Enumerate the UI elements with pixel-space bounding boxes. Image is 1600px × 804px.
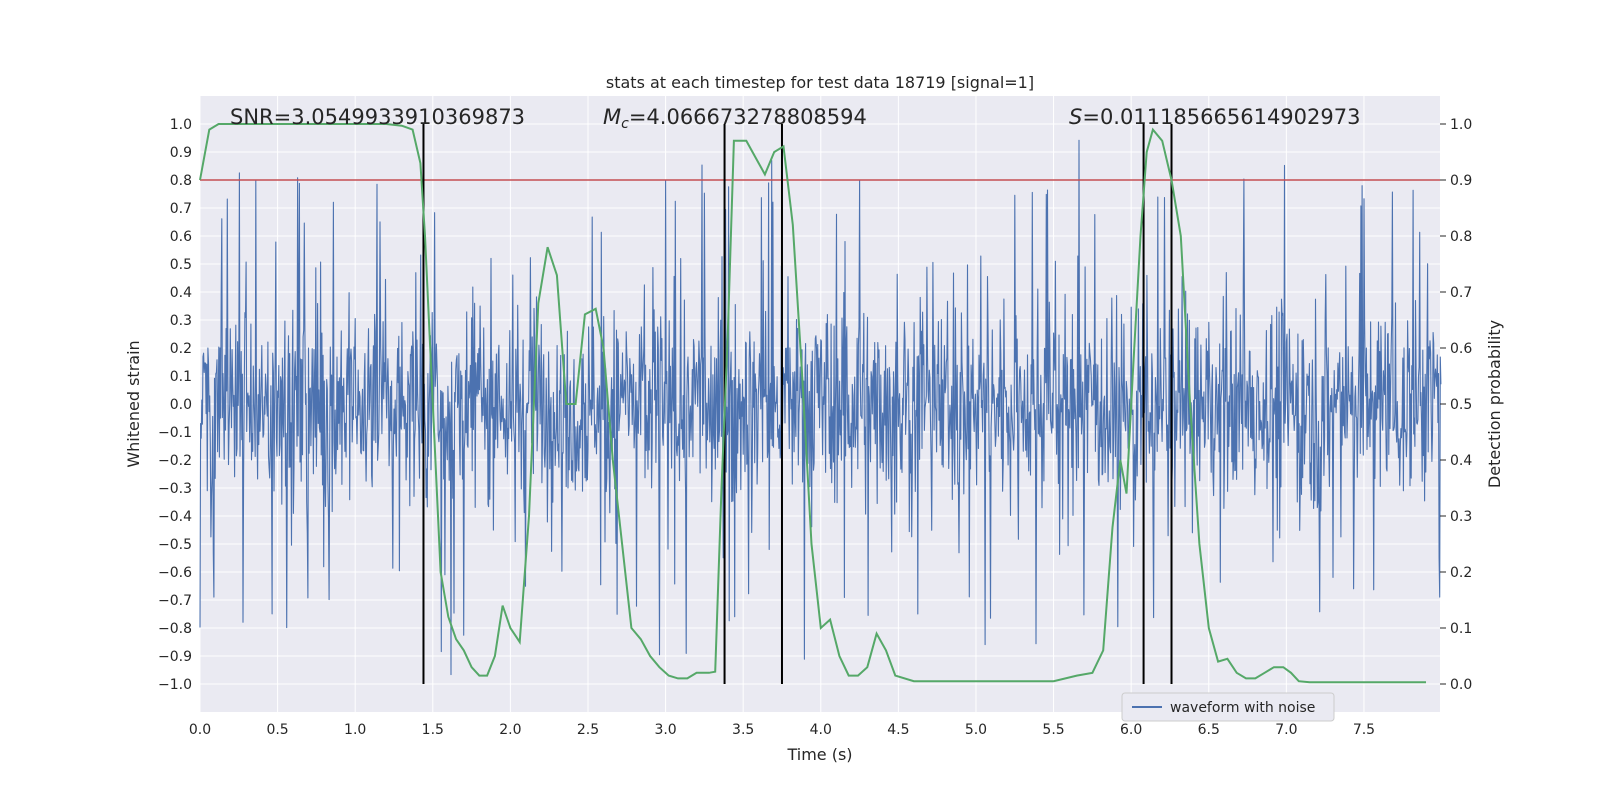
y-tick-label-12: −0.2 bbox=[158, 453, 192, 469]
chirp-mass-subscript: c bbox=[621, 116, 629, 132]
legend-box bbox=[1121, 692, 1335, 722]
y2-tick-label-2: 0.8 bbox=[1450, 229, 1472, 245]
x-tick-label-13: 6.5 bbox=[1198, 722, 1220, 738]
x-tick-label-11: 5.5 bbox=[1042, 722, 1064, 738]
x-tick-label-3: 1.5 bbox=[422, 722, 444, 738]
x-axis-label: Time (s) bbox=[786, 745, 852, 764]
y2-tick-label-4: 0.6 bbox=[1450, 341, 1472, 357]
s-statistic-value: =0.011185665614902973 bbox=[1082, 105, 1360, 129]
x-tick-label-7: 3.5 bbox=[732, 722, 754, 738]
chirp-mass-annotation: Mc=4.066673278808594 bbox=[603, 105, 867, 132]
y-axis-right: 1.0 0.9 0.8 0.7 0.6 0.5 0.4 0.3 0.2 0.1 0.0 bbox=[1440, 117, 1472, 693]
waveform-line bbox=[199, 139, 1442, 676]
x-tick-label-5: 2.5 bbox=[577, 722, 599, 738]
legend: waveform with noise bbox=[1121, 692, 1335, 722]
y2-tick-label-3: 0.7 bbox=[1450, 285, 1472, 301]
y-tick-label-8: 0.2 bbox=[170, 341, 192, 357]
y-tick-label-16: −0.6 bbox=[158, 565, 192, 581]
probability-line bbox=[199, 123, 1426, 684]
y-tick-label-7: 0.3 bbox=[170, 313, 192, 329]
s-statistic-symbol: S bbox=[1069, 105, 1082, 129]
probability-series bbox=[199, 123, 1426, 684]
x-tick-label-4: 2.0 bbox=[499, 722, 521, 738]
chart-title: stats at each timestep for test data 187… bbox=[606, 73, 1034, 92]
y2-tick-label-1: 0.9 bbox=[1450, 173, 1472, 189]
y-tick-label-0: 1.0 bbox=[170, 117, 192, 133]
y-tick-label-2: 0.8 bbox=[170, 173, 192, 189]
chirp-mass-value: =4.066673278808594 bbox=[629, 105, 867, 129]
y-tick-label-19: −0.9 bbox=[158, 649, 192, 665]
snr-annotation: SNR=3.0549933910369873 bbox=[230, 105, 525, 129]
y-tick-label-11: −0.1 bbox=[158, 425, 192, 441]
x-tick-label-9: 4.5 bbox=[887, 722, 909, 738]
y-tick-label-17: −0.7 bbox=[158, 593, 192, 609]
y-tick-label-13: −0.3 bbox=[158, 481, 192, 497]
y2-tick-label-5: 0.5 bbox=[1450, 397, 1472, 413]
s-statistic-annotation: S=0.011185665614902973 bbox=[1069, 105, 1360, 129]
y-tick-label-3: 0.7 bbox=[170, 201, 192, 217]
y-tick-label-5: 0.5 bbox=[170, 257, 192, 273]
y2-axis-label: Detection probability bbox=[1485, 320, 1504, 488]
y-tick-label-1: 0.9 bbox=[170, 145, 192, 161]
x-axis: 0.0 0.5 1.0 1.5 2.0 2.5 3.0 3.5 4.0 4.5 5.0 5.5 6.0 6… bbox=[189, 722, 1375, 738]
y2-tick-label-9: 0.1 bbox=[1450, 621, 1472, 637]
y-tick-label-15: −0.5 bbox=[158, 537, 192, 553]
y2-tick-label-6: 0.4 bbox=[1450, 453, 1472, 469]
waveform-series bbox=[199, 139, 1442, 676]
x-tick-label-0: 0.0 bbox=[189, 722, 211, 738]
x-tick-label-12: 6.0 bbox=[1120, 722, 1142, 738]
legend-waveform-label: waveform with noise bbox=[1170, 700, 1315, 716]
x-tick-label-2: 1.0 bbox=[344, 722, 366, 738]
x-tick-label-6: 3.0 bbox=[654, 722, 676, 738]
x-tick-label-1: 0.5 bbox=[266, 722, 288, 738]
x-tick-label-8: 4.0 bbox=[810, 722, 832, 738]
y2-tick-label-10: 0.0 bbox=[1450, 677, 1472, 693]
y2-tick-label-0: 1.0 bbox=[1450, 117, 1472, 133]
y-tick-label-6: 0.4 bbox=[170, 285, 192, 301]
y-axis-left: 1.0 0.9 0.8 0.7 0.6 0.5 0.4 0.3 0.2 0.1 0.0 −0.1 −0.… bbox=[158, 117, 192, 693]
chirp-mass-symbol: M bbox=[603, 105, 621, 129]
y-tick-label-14: −0.4 bbox=[158, 509, 192, 525]
y2-tick-label-8: 0.2 bbox=[1450, 565, 1472, 581]
x-tick-label-14: 7.0 bbox=[1275, 722, 1297, 738]
x-tick-label-15: 7.5 bbox=[1353, 722, 1375, 738]
y-tick-label-4: 0.6 bbox=[170, 229, 192, 245]
y-axis-label: Whitened strain bbox=[124, 340, 143, 467]
y-tick-label-20: −1.0 bbox=[158, 677, 192, 693]
y-tick-label-10: 0.0 bbox=[170, 397, 192, 413]
x-tick-label-10: 5.0 bbox=[965, 722, 987, 738]
y-tick-label-9: 0.1 bbox=[170, 369, 192, 385]
y-tick-label-18: −0.8 bbox=[158, 621, 192, 637]
y2-tick-label-7: 0.3 bbox=[1450, 509, 1472, 525]
